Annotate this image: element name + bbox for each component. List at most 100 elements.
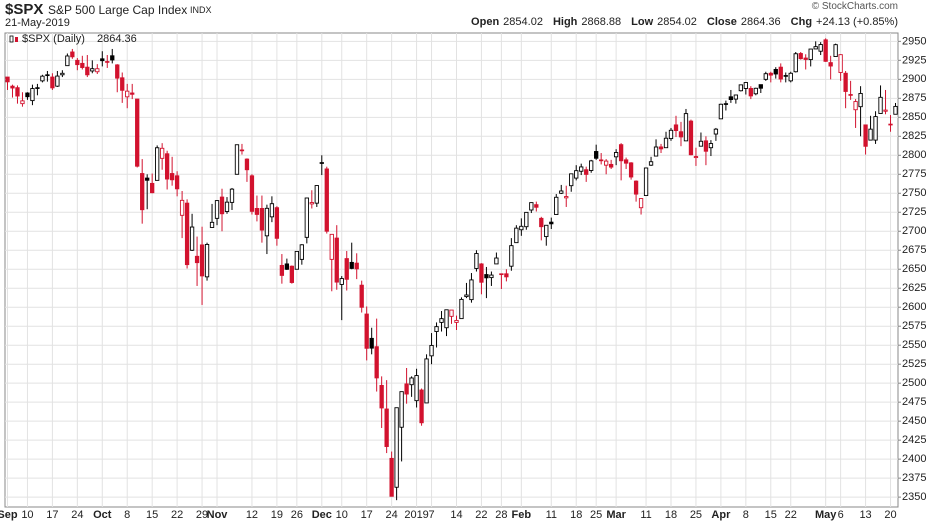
y-tick-label: 2925 — [902, 54, 926, 66]
x-tick-label: 29 — [196, 509, 208, 521]
x-tick-label: Feb — [512, 509, 532, 521]
quote-label: Low — [631, 16, 654, 28]
candle-body — [40, 75, 45, 82]
quote-value: 2868.88 — [581, 16, 622, 28]
x-tick-label: Nov — [207, 509, 229, 521]
candle-body — [828, 62, 833, 67]
candle-body — [384, 408, 389, 447]
candle-body — [534, 204, 539, 208]
candle-body — [878, 96, 883, 114]
candle-body — [469, 279, 474, 301]
candle-body — [489, 274, 494, 279]
x-tick-label: 24 — [71, 509, 83, 521]
candle-body — [419, 389, 424, 424]
candle-body — [838, 54, 843, 73]
quote-label: High — [552, 16, 578, 28]
candle-body — [758, 84, 763, 89]
x-tick-label: 8 — [743, 509, 749, 521]
candle-body — [284, 263, 290, 270]
x-tick-label: 10 — [21, 509, 33, 521]
candle-body — [683, 113, 689, 142]
x-tick-label: 2019 — [404, 509, 428, 521]
candle-body — [369, 337, 374, 349]
x-tick-label: 15 — [146, 509, 158, 521]
candle-body — [499, 273, 504, 276]
candle-body — [125, 90, 130, 98]
candle-body — [414, 375, 419, 402]
candle-body — [768, 72, 773, 76]
y-tick-label: 2575 — [902, 320, 926, 332]
y-tick-label: 2675 — [902, 244, 926, 256]
candle-body — [209, 221, 215, 228]
candle-body — [289, 265, 295, 283]
candle-body — [199, 244, 205, 277]
y-tick-label: 2875 — [902, 92, 926, 104]
candle-body — [5, 76, 10, 83]
quote-label: Close — [706, 16, 737, 28]
candle-body — [324, 168, 329, 232]
x-tick-label: Mar — [606, 509, 626, 521]
candle-body — [509, 245, 514, 267]
candle-body — [678, 131, 684, 138]
legend-label: $SPX (Daily) — [22, 33, 85, 45]
y-tick-label: 2550 — [902, 339, 926, 351]
quote-line: Open 2854.02 High 2868.88 Low 2854.02 Close 286… — [465, 16, 898, 28]
candle-body — [25, 92, 30, 98]
candle-body — [264, 207, 270, 237]
candle-body — [409, 377, 414, 386]
candle-body — [613, 152, 619, 158]
candle-body — [883, 109, 888, 112]
y-tick-label: 2775 — [902, 168, 926, 180]
candle-body — [793, 53, 798, 73]
x-tick-label: Dec — [312, 509, 332, 521]
y-tick-label: 2750 — [902, 187, 926, 199]
candle-body — [728, 96, 734, 100]
x-tick-label: 22 — [475, 509, 487, 521]
candle-body — [150, 182, 155, 194]
candle-body — [778, 66, 783, 80]
candle-body — [479, 263, 484, 283]
y-tick-label: 2425 — [902, 434, 926, 446]
candle-body — [653, 146, 659, 157]
candle-body — [164, 153, 170, 180]
candle-body — [10, 85, 15, 89]
candle-body — [464, 294, 469, 298]
y-tick-label: 2725 — [902, 206, 926, 218]
candle-body — [30, 88, 35, 102]
candle-body — [628, 162, 634, 178]
x-tick-label: 22 — [785, 509, 797, 521]
candle-body — [65, 55, 70, 67]
candle-body — [504, 273, 509, 278]
candle-body — [579, 166, 584, 172]
candle-body — [868, 128, 873, 141]
candle-body — [159, 147, 165, 159]
candle-body — [843, 72, 848, 92]
candle-body — [135, 98, 140, 167]
x-tick-label: Apr — [711, 509, 731, 521]
candle-body — [334, 237, 339, 283]
candle-body — [145, 177, 150, 181]
candle-body — [663, 137, 669, 149]
plot-frame — [4, 32, 899, 508]
candle-body — [244, 158, 250, 171]
candle-body — [594, 151, 599, 159]
x-tick-label: 22 — [171, 509, 183, 521]
candle-body — [608, 163, 614, 168]
candle-body — [364, 313, 369, 349]
candle-body — [554, 196, 559, 215]
candle-body — [519, 225, 524, 231]
quote-value: 2854.02 — [657, 16, 697, 28]
y-tick-label: 2950 — [902, 35, 926, 47]
index-name: S&P 500 Large Cap Index — [48, 3, 188, 17]
x-tick-label: 11 — [546, 509, 557, 521]
candle-body — [204, 244, 210, 278]
candle-body — [893, 105, 898, 115]
candle-body — [234, 144, 240, 175]
candle-body — [219, 196, 225, 215]
candle-body — [803, 57, 808, 60]
candle-body — [693, 156, 699, 159]
candle-body — [589, 160, 594, 171]
candle-body — [174, 175, 180, 190]
y-tick-label: 2350 — [902, 491, 926, 503]
